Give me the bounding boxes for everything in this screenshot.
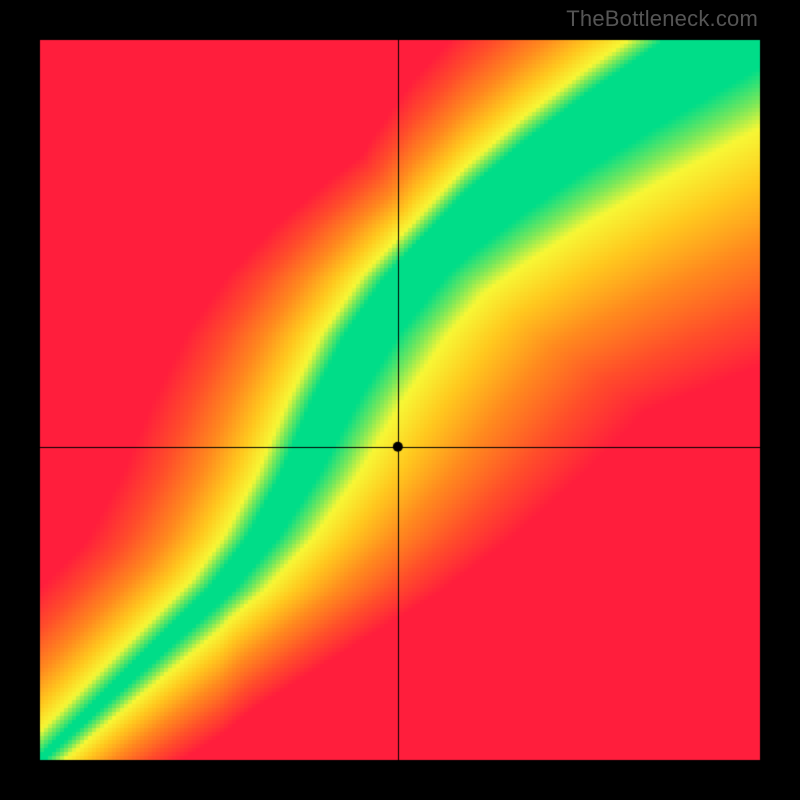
chart-container: TheBottleneck.com — [0, 0, 800, 800]
watermark-text: TheBottleneck.com — [566, 6, 758, 32]
heatmap-canvas — [0, 0, 800, 800]
